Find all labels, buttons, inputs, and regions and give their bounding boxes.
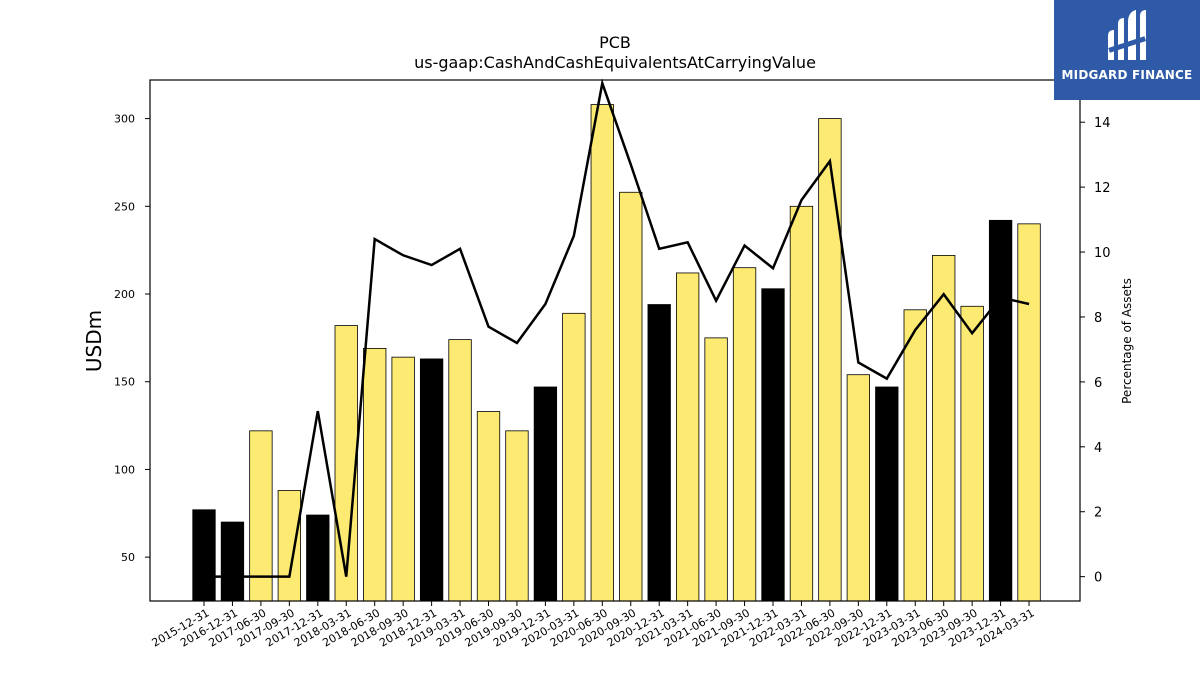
- logo-mark-icon: [1108, 10, 1146, 60]
- y-tick-label: 50: [121, 551, 135, 564]
- y2-tick-label: 8: [1094, 311, 1102, 326]
- line-series: [203, 78, 1030, 578]
- bar-2023-03-31: [903, 309, 927, 602]
- chart-title: PCB: [599, 33, 631, 52]
- y-tick-label: 200: [114, 288, 135, 301]
- bar-2022-06-30: [818, 118, 842, 602]
- bar-2021-12-31: [761, 288, 785, 602]
- bar-2022-03-31: [789, 205, 814, 602]
- y-axis-label: USDm: [82, 310, 106, 372]
- bar-2019-12-31: [533, 386, 558, 602]
- line-percentage-of-assets: [204, 78, 1030, 578]
- y2-tick-label: 4: [1094, 441, 1102, 456]
- logo: MIDGARD FINANCE: [1054, 0, 1200, 100]
- y2-tick-label: 12: [1094, 181, 1111, 196]
- bar-2024-03-31: [1017, 223, 1041, 602]
- bar-2018-09-30: [391, 356, 415, 602]
- bar-2015-12-31: [192, 509, 216, 602]
- bar-2022-12-31: [875, 386, 899, 602]
- bar-2019-06-30: [476, 411, 501, 602]
- y2-tick-label: 6: [1094, 376, 1102, 391]
- y2-axis-label: Percentage of Assets: [1120, 278, 1134, 404]
- y-tick-label: 100: [114, 463, 135, 476]
- bar-2017-09-30: [277, 490, 302, 602]
- bar-group: [192, 104, 1041, 602]
- y-tick-label: 300: [114, 113, 135, 126]
- y-tick-label: 150: [114, 376, 135, 389]
- y2-tick-label: 0: [1094, 571, 1102, 586]
- bar-2018-12-31: [419, 358, 444, 602]
- bar-2023-12-31: [988, 219, 1013, 602]
- bar-2018-06-30: [363, 347, 387, 602]
- bar-2019-03-31: [448, 339, 472, 602]
- y2-tick-label: 14: [1094, 116, 1111, 131]
- bar-2018-03-31: [334, 325, 358, 602]
- bar-2020-12-31: [647, 304, 671, 602]
- bar-2021-03-31: [676, 272, 700, 602]
- bar-2020-09-30: [619, 191, 643, 602]
- plot-frame: [149, 79, 1081, 602]
- bar-2021-06-30: [704, 337, 728, 602]
- bar-2020-06-30: [590, 104, 614, 602]
- chart-subtitle: us-gaap:CashAndCashEquivalentsAtCarrying…: [414, 53, 816, 72]
- bar-2016-12-31: [220, 521, 245, 602]
- bar-2019-09-30: [505, 430, 529, 602]
- bar-2022-09-30: [846, 374, 870, 602]
- y-tick-label: 250: [114, 200, 135, 213]
- y2-tick-label: 10: [1094, 246, 1111, 261]
- bar-2020-03-31: [562, 312, 586, 602]
- bar-2023-09-30: [960, 305, 984, 602]
- logo-text: MIDGARD FINANCE: [1061, 68, 1193, 82]
- bar-2021-09-30: [732, 267, 757, 602]
- bar-2023-06-30: [932, 255, 956, 602]
- y2-tick-label: 2: [1094, 506, 1102, 521]
- bar-2017-12-31: [306, 514, 330, 602]
